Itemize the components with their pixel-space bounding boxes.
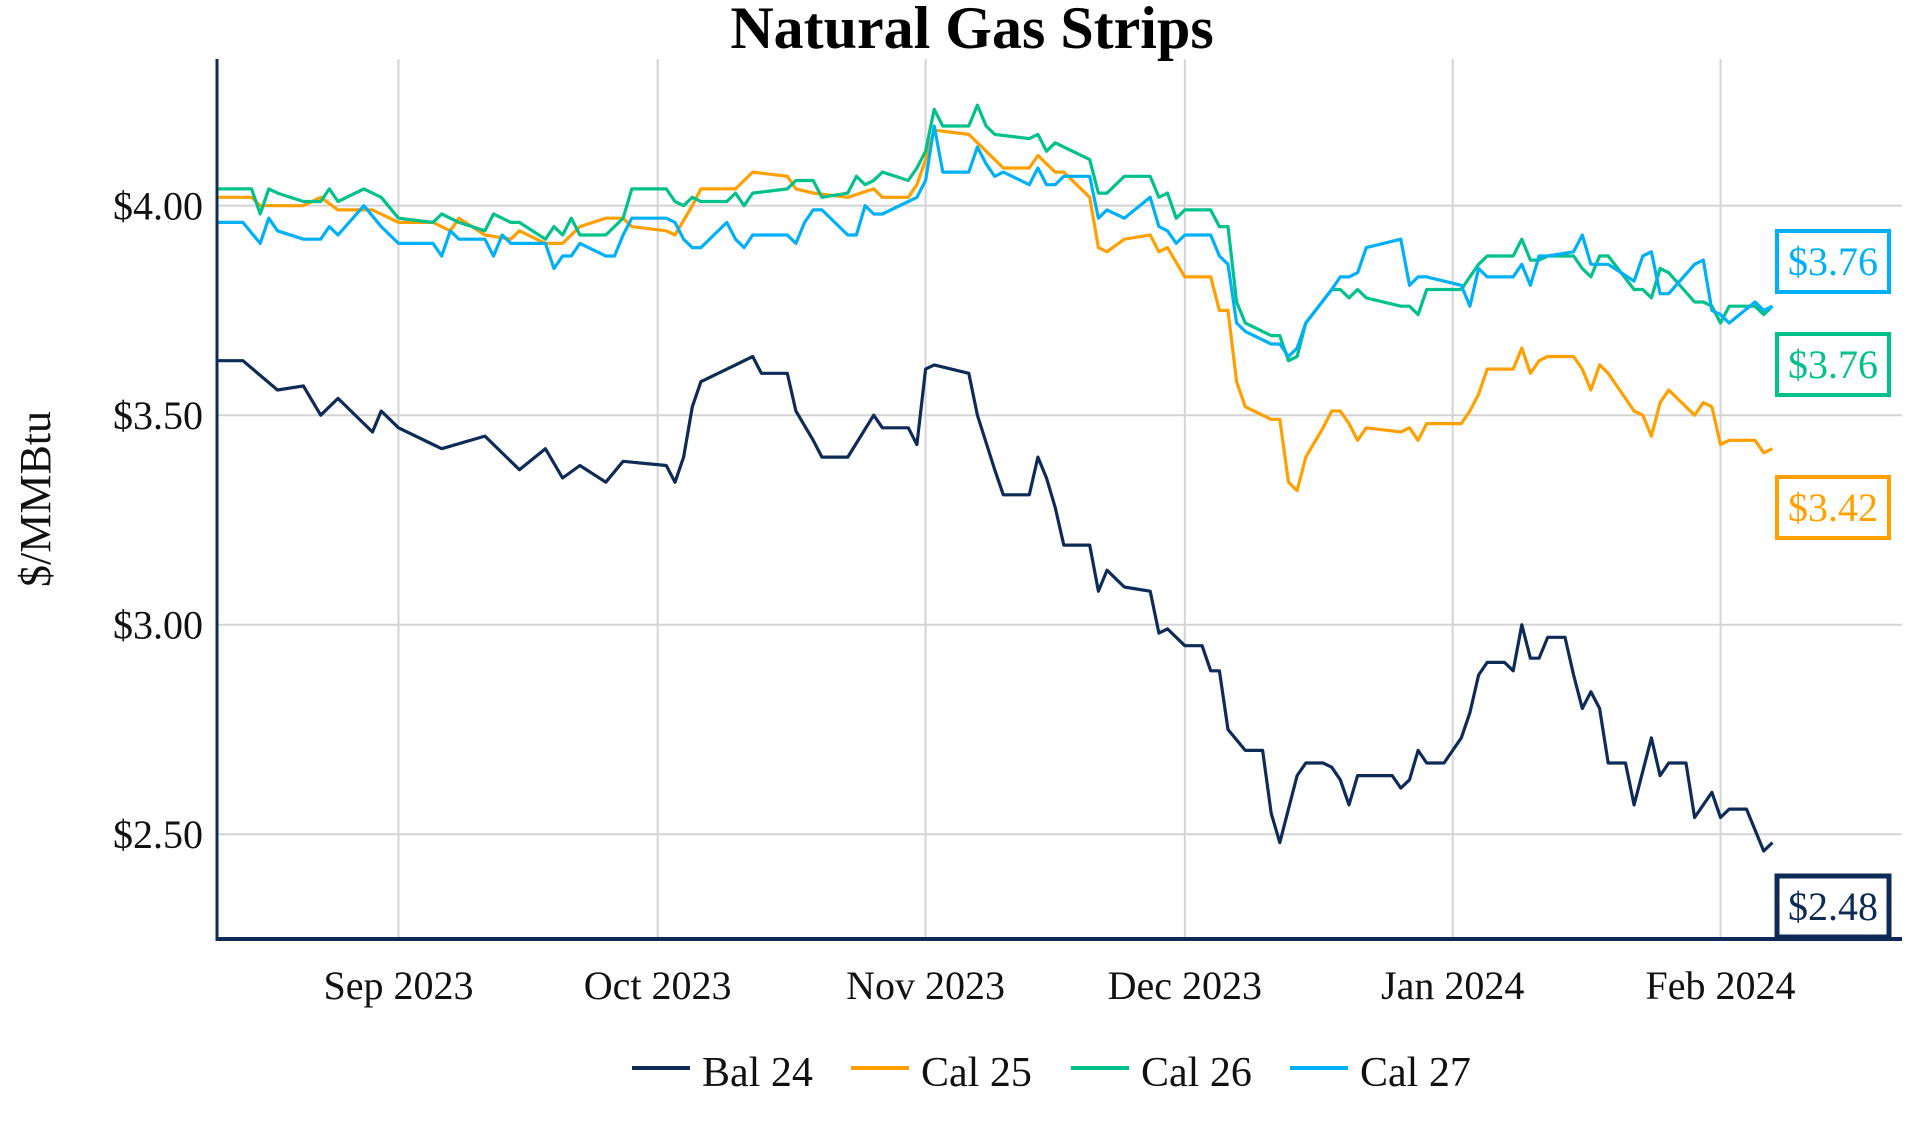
end-label-cal-26: $3.76 (1775, 332, 1891, 397)
chart-title: Natural Gas Strips (730, 0, 1213, 61)
end-label-box (1775, 332, 1891, 397)
end-label-value: $3.76 (1788, 239, 1878, 284)
series-line-cal-27 (217, 124, 1774, 359)
end-value-labels: $2.48 $3.42 $3.76 $3.76 (1774, 229, 1892, 940)
end-label-box (1775, 229, 1891, 294)
x-tick-label: Sep 2023 (323, 963, 473, 1008)
x-tick-label: Feb 2024 (1646, 963, 1796, 1008)
legend-label: Cal 25 (921, 1050, 1032, 1096)
legend-label: Bal 24 (702, 1050, 813, 1096)
end-label-bal-24: $2.48 (1774, 873, 1892, 940)
y-tick-label: $3.00 (113, 603, 203, 648)
legend-item-cal-26: Cal 26 (1071, 1050, 1252, 1096)
legend-item-cal-27: Cal 27 (1290, 1050, 1471, 1096)
legend-label: Cal 26 (1141, 1050, 1252, 1096)
x-tick-label: Nov 2023 (846, 963, 1005, 1008)
x-tick-label: Oct 2023 (584, 963, 732, 1008)
end-label-value: $3.42 (1788, 485, 1878, 530)
legend-label: Cal 27 (1360, 1050, 1471, 1096)
legend: Bal 24 Cal 25 Cal 26 Cal 27 (632, 1050, 1471, 1096)
tick-labels: $2.50 $3.00 $3.50 $4.00 Sep 2023 Oct 2023 Nov … (113, 184, 1796, 1008)
series-lines (217, 103, 1774, 853)
end-label-box (1775, 475, 1891, 540)
axes (215, 59, 1902, 941)
gridlines (217, 59, 1902, 939)
x-tick-label: Dec 2023 (1108, 963, 1262, 1008)
y-tick-label: $2.50 (113, 812, 203, 857)
end-label-value: $2.48 (1788, 884, 1878, 929)
series-line-cal-25 (217, 128, 1774, 493)
legend-item-bal-24: Bal 24 (632, 1050, 813, 1096)
y-axis-label: $/MMBtu (11, 411, 60, 587)
end-label-cal-25: $3.42 (1775, 475, 1891, 540)
end-label-value: $3.76 (1788, 342, 1878, 387)
y-tick-label: $3.50 (113, 393, 203, 438)
series-line-bal-24 (217, 354, 1774, 853)
x-tick-label: Jan 2024 (1381, 963, 1524, 1008)
end-label-box (1774, 873, 1892, 940)
legend-item-cal-25: Cal 25 (851, 1050, 1032, 1096)
end-label-cal-27: $3.76 (1775, 229, 1891, 294)
y-tick-label: $4.00 (113, 184, 203, 229)
